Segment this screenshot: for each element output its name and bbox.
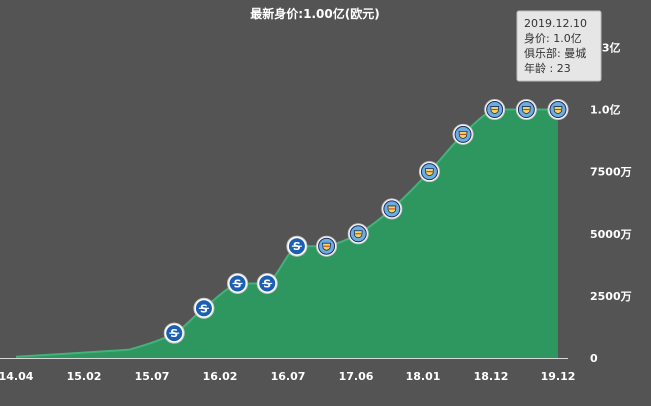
man-city-badge-icon <box>452 123 474 145</box>
x-tick-label: 18.12 <box>474 370 509 383</box>
marker-layer: SSSSS <box>163 99 569 344</box>
tooltip-age: 年龄 : 23 <box>524 61 571 75</box>
y-tick-label: 7500万 <box>590 166 632 179</box>
man-city-badge-icon <box>484 99 506 121</box>
tooltip-box <box>516 10 602 82</box>
man-city-badge-icon <box>515 99 537 121</box>
schalke-badge-icon: S <box>286 235 308 257</box>
y-tick-label: 0 <box>590 352 598 365</box>
chart-title: 最新身价:1.00亿(欧元) <box>250 6 379 21</box>
schalke-badge-icon: S <box>163 322 185 344</box>
x-tick-label: 15.07 <box>135 370 170 383</box>
y-tick-label: 2500万 <box>590 290 632 303</box>
x-tick-label: 14.04 <box>0 370 34 383</box>
y-tick-label: 1.0亿 <box>590 103 621 117</box>
man-city-badge-icon <box>316 235 338 257</box>
man-city-badge-icon <box>381 198 403 220</box>
x-tick-label: 16.02 <box>203 370 238 383</box>
tooltip-date: 2019.12.10 <box>524 17 587 30</box>
schalke-badge-icon: S <box>256 272 278 294</box>
man-city-badge-icon <box>547 99 569 121</box>
schalke-badge-icon: S <box>227 272 249 294</box>
x-tick-label: 15.02 <box>67 370 102 383</box>
x-tick-label: 18.01 <box>406 370 441 383</box>
badge-shield <box>424 168 434 177</box>
man-city-badge-icon <box>418 161 440 183</box>
badge-shield <box>458 130 468 139</box>
x-tick-label: 17.06 <box>339 370 374 383</box>
y-tick-label: 5000万 <box>590 228 632 241</box>
x-tick-label: 16.07 <box>271 370 306 383</box>
schalke-badge-icon: S <box>193 297 215 319</box>
series-area <box>16 109 558 358</box>
tooltip-value: 身价: 1.0亿 <box>524 31 582 45</box>
area-layer <box>15 108 558 358</box>
man-city-badge-icon <box>347 223 369 245</box>
x-tick-label: 19.12 <box>541 370 576 383</box>
tooltip-club: 俱乐部: 曼城 <box>524 46 586 60</box>
